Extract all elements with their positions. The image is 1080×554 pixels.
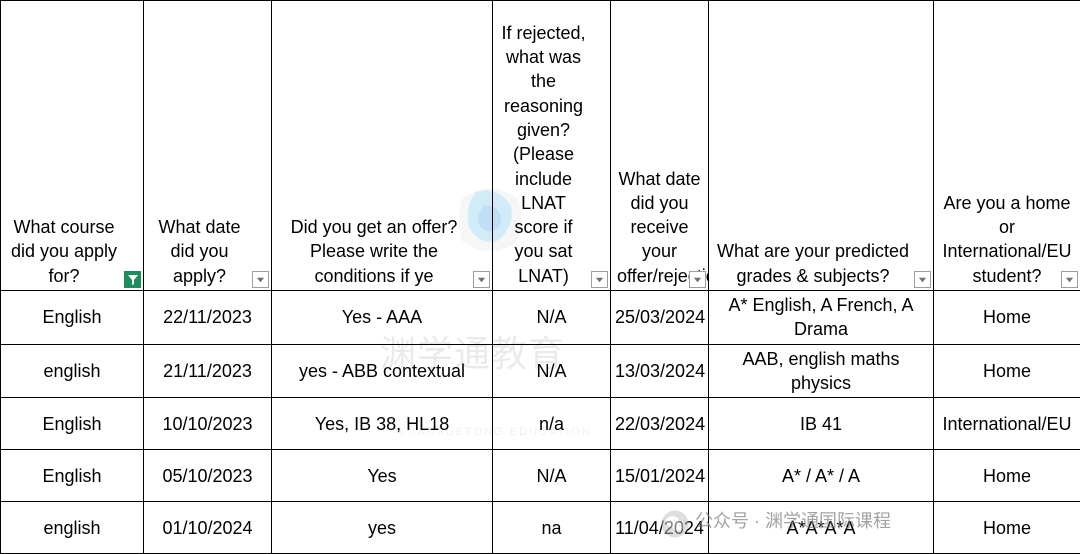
table-cell[interactable]: n/a bbox=[493, 398, 611, 450]
table-cell[interactable]: English bbox=[1, 450, 144, 502]
table-cell[interactable]: english bbox=[1, 344, 144, 398]
table-cell[interactable]: yes bbox=[272, 502, 493, 554]
table-row: English 05/10/2023 Yes N/A 15/01/2024 A*… bbox=[1, 450, 1080, 502]
table-cell[interactable]: AAB, english maths physics bbox=[709, 344, 934, 398]
table-cell[interactable]: 22/11/2023 bbox=[144, 291, 272, 345]
filter-dropdown-icon[interactable] bbox=[252, 271, 269, 288]
table-cell[interactable]: 21/11/2023 bbox=[144, 344, 272, 398]
table-row: english 01/10/2024 yes na 11/04/2024 A*A… bbox=[1, 502, 1080, 554]
table-cell[interactable]: yes - ABB contextual bbox=[272, 344, 493, 398]
table-cell[interactable]: Home bbox=[934, 502, 1080, 554]
table-cell[interactable]: english bbox=[1, 502, 144, 554]
table-body: English 22/11/2023 Yes - AAA N/A 25/03/2… bbox=[1, 291, 1080, 554]
table-cell[interactable]: Home bbox=[934, 291, 1080, 345]
column-header-label: What date did you receive your offer/rej… bbox=[615, 167, 704, 288]
column-header-label: What course did you apply for? bbox=[5, 215, 139, 288]
column-header-label: What date did you apply? bbox=[148, 215, 267, 288]
column-header-offer[interactable]: Did you get an offer? Please write the c… bbox=[272, 1, 493, 291]
table-cell[interactable]: N/A bbox=[493, 450, 611, 502]
column-header-date-applied[interactable]: What date did you apply? bbox=[144, 1, 272, 291]
filter-dropdown-icon[interactable] bbox=[591, 271, 608, 288]
table-cell[interactable]: na bbox=[493, 502, 611, 554]
table-cell[interactable]: English bbox=[1, 291, 144, 345]
table-row: English 22/11/2023 Yes - AAA N/A 25/03/2… bbox=[1, 291, 1080, 345]
table-cell[interactable]: Yes, IB 38, HL18 bbox=[272, 398, 493, 450]
column-header-predicted-grades[interactable]: What are your predicted grades & subject… bbox=[709, 1, 934, 291]
table-cell[interactable]: 25/03/2024 bbox=[611, 291, 709, 345]
table-cell[interactable]: 10/10/2023 bbox=[144, 398, 272, 450]
table-cell[interactable]: 22/03/2024 bbox=[611, 398, 709, 450]
filter-dropdown-icon[interactable] bbox=[689, 271, 706, 288]
table-cell[interactable]: English bbox=[1, 398, 144, 450]
column-header-course[interactable]: What course did you apply for? bbox=[1, 1, 144, 291]
filter-dropdown-icon[interactable] bbox=[1061, 271, 1078, 288]
table-cell[interactable]: International/EU bbox=[934, 398, 1080, 450]
table-cell[interactable]: 13/03/2024 bbox=[611, 344, 709, 398]
data-table: What course did you apply for? What date… bbox=[0, 0, 1080, 554]
table-cell[interactable]: 11/04/2024 bbox=[611, 502, 709, 554]
table-cell[interactable]: A* English, A French, A Drama bbox=[709, 291, 934, 345]
column-header-rejection-reason[interactable]: If rejected, what was the reasoning give… bbox=[493, 1, 611, 291]
filter-dropdown-icon[interactable] bbox=[473, 271, 490, 288]
column-header-label: Did you get an offer? Please write the c… bbox=[276, 215, 488, 288]
table-cell[interactable]: Yes - AAA bbox=[272, 291, 493, 345]
table-cell[interactable]: N/A bbox=[493, 344, 611, 398]
table-cell[interactable]: Home bbox=[934, 344, 1080, 398]
table-cell[interactable]: A* / A* / A bbox=[709, 450, 934, 502]
table-cell[interactable]: IB 41 bbox=[709, 398, 934, 450]
table-row: English 10/10/2023 Yes, IB 38, HL18 n/a … bbox=[1, 398, 1080, 450]
column-header-date-received[interactable]: What date did you receive your offer/rej… bbox=[611, 1, 709, 291]
table-cell[interactable]: N/A bbox=[493, 291, 611, 345]
column-header-label: What are your predicted grades & subject… bbox=[713, 239, 929, 288]
table-cell[interactable]: A*A*A*A bbox=[709, 502, 934, 554]
filter-dropdown-icon[interactable] bbox=[914, 271, 931, 288]
table-cell[interactable]: 05/10/2023 bbox=[144, 450, 272, 502]
table-cell[interactable]: 15/01/2024 bbox=[611, 450, 709, 502]
column-header-label: If rejected, what was the reasoning give… bbox=[497, 21, 606, 288]
filter-funnel-icon[interactable] bbox=[124, 271, 141, 288]
table-header-row: What course did you apply for? What date… bbox=[1, 1, 1080, 291]
column-header-label: Are you a home or International/EU stude… bbox=[938, 191, 1076, 288]
table-cell[interactable]: Home bbox=[934, 450, 1080, 502]
column-header-student-type[interactable]: Are you a home or International/EU stude… bbox=[934, 1, 1080, 291]
table-row: english 21/11/2023 yes - ABB contextual … bbox=[1, 344, 1080, 398]
table-cell[interactable]: Yes bbox=[272, 450, 493, 502]
table-cell[interactable]: 01/10/2024 bbox=[144, 502, 272, 554]
